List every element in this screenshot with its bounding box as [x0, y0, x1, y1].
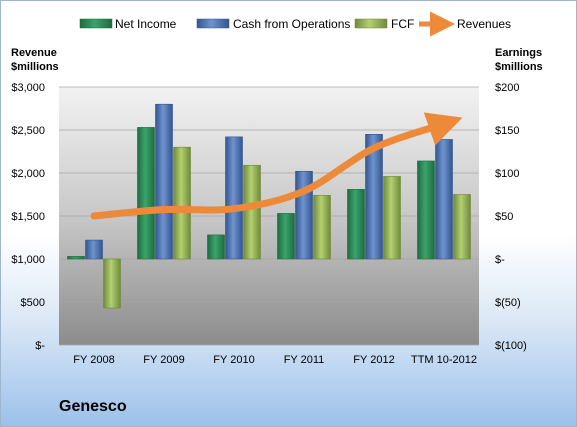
right-axis-title-line1: Earnings — [495, 47, 542, 59]
right-tick-label: $200 — [495, 82, 519, 94]
x-tick-label: FY 2011 — [284, 354, 325, 366]
right-axis-title-line2: $millions — [495, 61, 543, 73]
legend-label-net-income: Net Income — [115, 17, 177, 31]
bar-cash-from-operations — [435, 139, 453, 260]
bar-net-income — [347, 189, 365, 260]
right-tick-label: $50 — [495, 211, 513, 223]
legend-label-revenues: Revenues — [457, 17, 511, 31]
revenues-line — [90, 112, 463, 220]
bar-fcf — [243, 164, 261, 260]
bar-fcf — [173, 146, 191, 260]
legend-item-fcf: FCF — [354, 17, 414, 31]
legend-item-revenues: Revenues — [419, 11, 511, 37]
bar-fcf — [103, 258, 121, 309]
x-tick-label: TTM 10-2012 — [411, 354, 477, 366]
company-name: Genesco — [59, 398, 127, 415]
left-axis-title-line1: Revenue — [11, 47, 57, 59]
left-tick-label: $1,000 — [11, 254, 45, 266]
legend-item-net-income: Net Income — [79, 17, 177, 31]
bar-fcf — [453, 194, 471, 260]
legend-item-cash-from-operations: Cash from Operations — [196, 17, 350, 31]
bar-net-income — [67, 256, 85, 260]
bar-cash-from-operations — [225, 136, 243, 260]
bar-net-income — [417, 160, 435, 260]
bar-cash-from-operations — [85, 239, 103, 260]
left-tick-label: $- — [35, 340, 45, 352]
right-tick-label: $150 — [495, 125, 519, 137]
left-tick-label: $1,500 — [11, 211, 45, 223]
x-tick-label: FY 2009 — [143, 354, 184, 366]
legend-swatch-net-income — [79, 18, 113, 29]
bar-net-income — [277, 213, 295, 260]
legend-label-fcf: FCF — [391, 17, 414, 31]
bar-cash-from-operations — [365, 134, 383, 260]
left-axis-title-line2: $millions — [11, 61, 59, 73]
left-tick-label: $500 — [21, 297, 45, 309]
left-tick-label: $2,000 — [11, 168, 45, 180]
x-tick-label: FY 2012 — [353, 354, 394, 366]
right-tick-label: $(50) — [495, 297, 521, 309]
right-tick-label: $- — [495, 254, 505, 266]
bar-net-income — [137, 127, 155, 260]
x-tick-label: FY 2008 — [73, 354, 114, 366]
legend: Net Income Cash from Operations FCF Reve… — [79, 11, 511, 37]
bar-fcf — [313, 195, 331, 260]
bar-fcf — [383, 176, 401, 260]
bar-cash-from-operations — [155, 103, 173, 260]
right-tick-label: $(100) — [495, 340, 527, 352]
legend-swatch-cash-from-operations — [196, 18, 230, 29]
left-tick-label: $2,500 — [11, 125, 45, 137]
bar-net-income — [207, 234, 225, 260]
x-tick-label: FY 2010 — [213, 354, 254, 366]
legend-swatch-fcf — [354, 18, 388, 29]
legend-label-cash-from-operations: Cash from Operations — [233, 17, 350, 31]
right-tick-label: $100 — [495, 168, 519, 180]
left-tick-label: $3,000 — [11, 82, 45, 94]
